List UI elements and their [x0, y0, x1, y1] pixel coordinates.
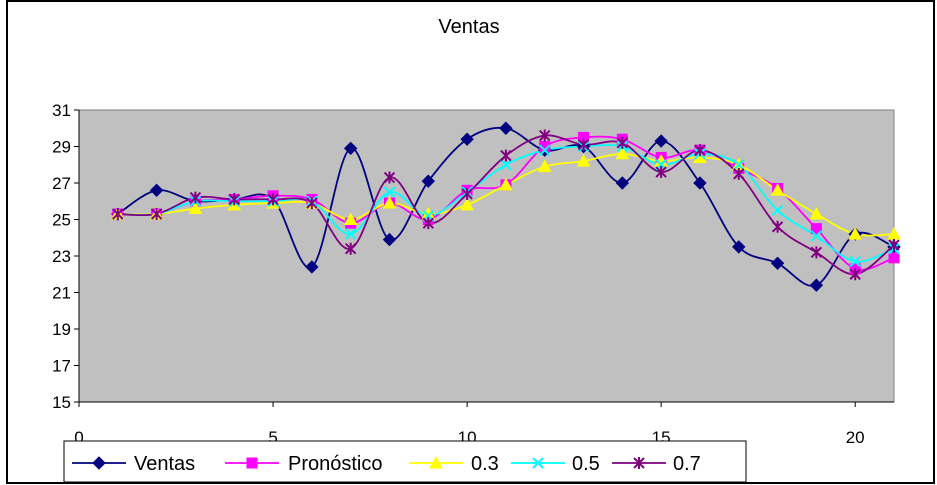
data-point [809, 206, 824, 220]
legend-marker [92, 456, 106, 470]
data-point [499, 177, 513, 191]
legend-label: Pronóstico [288, 453, 383, 475]
data-point [500, 159, 512, 171]
y-tick-label: 17 [52, 357, 71, 376]
data-point [537, 159, 552, 173]
data-point [888, 252, 900, 264]
data-point [616, 136, 629, 149]
data-point [888, 239, 900, 252]
x-tick-label: 0 [74, 428, 83, 447]
data-point [421, 174, 435, 188]
legend-label: 0.5 [572, 453, 600, 475]
series-line-0 [117, 126, 895, 287]
data-point [810, 230, 823, 242]
data-point [732, 240, 746, 254]
data-point [733, 167, 745, 180]
y-tick-label: 15 [52, 393, 71, 412]
data-point [343, 141, 358, 156]
y-tick-label: 25 [52, 211, 71, 230]
data-point [615, 176, 630, 190]
data-point [305, 260, 319, 274]
data-point [849, 255, 861, 268]
data-point [383, 171, 396, 184]
y-tick-label: 19 [52, 320, 71, 339]
legend-box [63, 440, 747, 483]
y-tick-label: 27 [52, 174, 71, 193]
y-tick-label: 21 [52, 284, 71, 303]
data-point [422, 217, 434, 230]
x-tick-label: 20 [846, 428, 865, 447]
data-point [576, 154, 591, 167]
data-point [150, 208, 163, 221]
data-point [382, 232, 397, 247]
legend-label: Ventas [134, 453, 195, 475]
data-point [149, 183, 164, 198]
data-point [770, 183, 785, 196]
data-point [228, 193, 240, 206]
data-point [343, 212, 358, 225]
data-point [539, 129, 551, 142]
data-point [112, 208, 124, 221]
data-point [382, 196, 397, 209]
data-point [770, 256, 785, 271]
legend: Ventas Pronóstico 0.3 0.5 0.7 [63, 440, 747, 483]
y-tick-label: 23 [52, 247, 71, 266]
series-markers [110, 121, 901, 292]
data-point [577, 138, 590, 151]
data-point [848, 227, 863, 240]
data-point [771, 204, 784, 217]
plot-area [78, 109, 895, 403]
legend-marker [633, 457, 645, 469]
data-point [499, 121, 513, 135]
data-point [654, 134, 668, 148]
data-point [460, 197, 474, 211]
data-point [810, 246, 823, 259]
data-point [771, 220, 784, 233]
data-point [693, 176, 707, 190]
data-point [539, 144, 551, 156]
data-point [344, 228, 357, 240]
data-point [461, 187, 473, 200]
legend-marker [429, 455, 443, 469]
y-tick-label: 31 [52, 101, 71, 120]
data-point [500, 149, 512, 162]
data-point [655, 166, 667, 179]
chart-title: Ventas [438, 16, 499, 38]
legend-marker [246, 457, 258, 469]
data-point [810, 223, 822, 235]
legend-label: 0.7 [673, 453, 701, 475]
x-tick-label: 5 [268, 428, 277, 447]
data-point [189, 191, 202, 204]
data-point [733, 159, 745, 171]
data-point [615, 146, 630, 160]
data-point [188, 201, 203, 215]
data-point [267, 193, 279, 206]
y-tick-label: 29 [52, 138, 71, 157]
data-point [306, 197, 318, 210]
data-point [809, 278, 824, 292]
data-point [460, 132, 474, 146]
data-point [694, 144, 706, 157]
data-point [849, 268, 861, 281]
data-point [383, 186, 396, 198]
legend-marker [532, 457, 544, 469]
data-point [344, 242, 357, 255]
legend-label: 0.3 [471, 453, 499, 475]
